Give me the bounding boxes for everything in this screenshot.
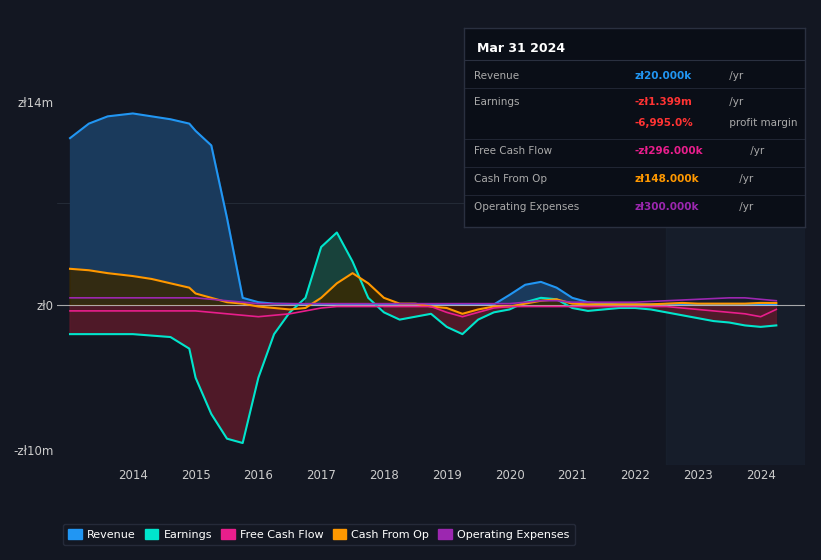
Text: zł300.000k: zł300.000k: [635, 202, 699, 212]
Text: /yr: /yr: [727, 71, 744, 81]
Text: -zł1.399m: -zł1.399m: [635, 96, 692, 106]
Text: Cash From Op: Cash From Op: [474, 174, 547, 184]
Text: Free Cash Flow: Free Cash Flow: [474, 146, 553, 156]
Text: /yr: /yr: [746, 146, 764, 156]
Text: -6,995.0%: -6,995.0%: [635, 118, 693, 128]
Bar: [667, 73, 805, 465]
Text: zł20.000k: zł20.000k: [635, 71, 691, 81]
Text: /yr: /yr: [736, 202, 754, 212]
Legend: Revenue, Earnings, Free Cash Flow, Cash From Op, Operating Expenses: Revenue, Earnings, Free Cash Flow, Cash …: [63, 524, 575, 545]
Text: /yr: /yr: [736, 174, 754, 184]
Text: -zł296.000k: -zł296.000k: [635, 146, 703, 156]
Text: Earnings: Earnings: [474, 96, 520, 106]
Text: /yr: /yr: [727, 96, 744, 106]
Text: zł148.000k: zł148.000k: [635, 174, 699, 184]
Text: Revenue: Revenue: [474, 71, 519, 81]
Text: Operating Expenses: Operating Expenses: [474, 202, 580, 212]
Text: Mar 31 2024: Mar 31 2024: [478, 42, 566, 55]
Text: profit margin: profit margin: [727, 118, 798, 128]
